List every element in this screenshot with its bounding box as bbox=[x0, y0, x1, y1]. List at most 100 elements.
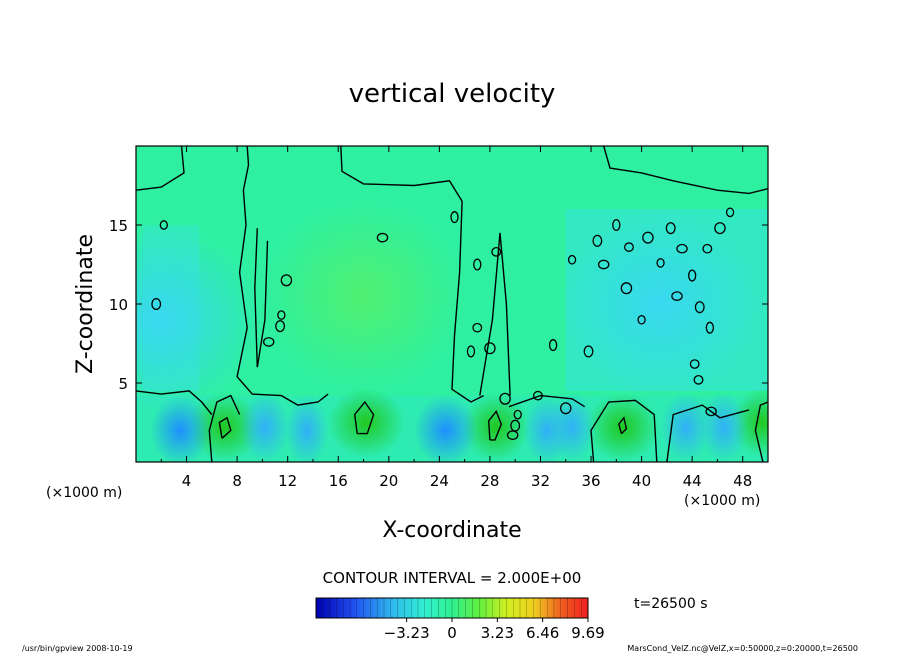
downdraft-core-13 bbox=[700, 392, 748, 462]
contour-cell-15 bbox=[705, 321, 715, 334]
contour-top-right bbox=[603, 146, 768, 195]
contour-cell-14 bbox=[671, 291, 683, 301]
contour-updraft-4-inner bbox=[618, 416, 628, 435]
colorbar-tick-label-0: −3.23 bbox=[384, 624, 430, 642]
y-axis-label: Z-coordinate bbox=[73, 234, 98, 374]
downdraft-core-7 bbox=[239, 392, 290, 462]
contour-cell-5 bbox=[642, 231, 654, 244]
contour-updraft-1-inner bbox=[218, 416, 232, 439]
x-unit-left: (×1000 m) bbox=[46, 485, 122, 501]
contour-cell-9 bbox=[688, 269, 697, 282]
contour-updraft-4-outer bbox=[590, 399, 658, 462]
contour-cell-38 bbox=[376, 232, 389, 243]
x-tick-label-7: 32 bbox=[531, 472, 550, 490]
x-tick-label-11: 48 bbox=[733, 472, 752, 490]
contour-cell-28 bbox=[491, 247, 502, 257]
contour-cell-25 bbox=[275, 320, 286, 333]
x-tick-label-2: 12 bbox=[278, 472, 297, 490]
downdraft-core-9 bbox=[414, 395, 478, 462]
footer-right: MarsCond_VelZ.nc@VelZ,x=0:50000,z=0:2000… bbox=[627, 644, 858, 653]
heatmap-field bbox=[136, 201, 768, 462]
updraft-core-2 bbox=[462, 392, 530, 462]
contour-cell-7 bbox=[665, 222, 676, 235]
contour-updraft-3-inner bbox=[487, 410, 503, 441]
chart-title: vertical velocity bbox=[349, 79, 556, 109]
downdraft-core-15 bbox=[136, 225, 263, 415]
contour-updraft-3-column bbox=[479, 232, 511, 396]
colorbar-tick-label-4: 9.69 bbox=[571, 624, 604, 642]
x-tick-label-3: 16 bbox=[329, 472, 348, 490]
x-axis: 4 8 12 16 20 24 28 32 36 40 44 48 bbox=[160, 146, 752, 490]
contour-updraft-5 bbox=[754, 401, 768, 462]
contour-cell-35 bbox=[484, 342, 496, 355]
x-tick-label-10: 44 bbox=[683, 472, 702, 490]
y-tick-label-2: 15 bbox=[109, 217, 128, 235]
colorbar-segments bbox=[322, 598, 582, 618]
contour-cell-11 bbox=[714, 222, 726, 235]
contour-cell-40 bbox=[533, 390, 543, 401]
x-tick-label-4: 20 bbox=[379, 472, 398, 490]
contour-cell-24 bbox=[277, 310, 286, 320]
updraft-core-5 bbox=[262, 201, 465, 391]
contour-cell-30 bbox=[513, 409, 522, 420]
updraft-core-3 bbox=[585, 392, 660, 462]
contour-interval-label: CONTOUR INTERVAL = 2.000E+00 bbox=[323, 569, 582, 587]
x-tick-label-0: 4 bbox=[182, 472, 192, 490]
contour-cell-8 bbox=[676, 243, 688, 254]
contour-cell-20 bbox=[705, 406, 717, 417]
y-tick-label-1: 10 bbox=[109, 296, 128, 314]
contour-cell-22 bbox=[693, 374, 704, 385]
contour-updraft-1-outer bbox=[208, 394, 241, 462]
contour-left-envelope bbox=[236, 146, 329, 406]
x-tick-label-1: 8 bbox=[232, 472, 242, 490]
x-tick-label-5: 24 bbox=[430, 472, 449, 490]
contour-cell-6 bbox=[656, 258, 665, 268]
contour-cell-4 bbox=[624, 242, 634, 252]
colorbar-tick-label-3: 6.46 bbox=[526, 624, 559, 642]
contour-cell-19 bbox=[583, 345, 594, 358]
downdraft-core-12 bbox=[660, 392, 711, 462]
contour-cell-2 bbox=[597, 259, 610, 270]
x-tick-label-6: 28 bbox=[480, 472, 499, 490]
x-tick-label-9: 40 bbox=[632, 472, 651, 490]
contour-cell-3 bbox=[612, 218, 621, 232]
contour-cell-13 bbox=[694, 301, 705, 314]
downdraft-core-11 bbox=[548, 392, 596, 462]
contour-central-envelope bbox=[340, 146, 484, 403]
downdraft-core-8 bbox=[285, 395, 329, 462]
contour-cell-29 bbox=[499, 392, 511, 405]
colorbar-ticks: −3.23 0 3.23 6.46 9.69 bbox=[384, 618, 605, 642]
contour-cell-10 bbox=[702, 243, 713, 254]
contour-lower-right bbox=[666, 404, 750, 462]
contour-cell-41 bbox=[560, 402, 572, 415]
contour-cell-34 bbox=[472, 322, 483, 333]
contour-cell-26 bbox=[262, 337, 275, 347]
contour-updraft-2-inner bbox=[353, 400, 375, 435]
plot-area bbox=[136, 146, 768, 462]
contour-cell-23 bbox=[280, 274, 293, 287]
contour-cell-16 bbox=[689, 359, 700, 369]
updraft-core-1 bbox=[327, 387, 405, 458]
contour-cell-36 bbox=[159, 220, 168, 230]
contour-lower-left bbox=[136, 390, 213, 416]
contour-cell-18 bbox=[637, 314, 646, 325]
contour-cell-12 bbox=[725, 207, 735, 218]
contour-lines bbox=[136, 146, 768, 462]
contour-cell-17 bbox=[620, 282, 633, 295]
time-label: t=26500 s bbox=[634, 596, 708, 612]
contour-cell-32 bbox=[506, 430, 519, 440]
y-axis: 5 10 15 bbox=[109, 217, 768, 393]
colorbar-tick-label-1: 0 bbox=[447, 624, 457, 642]
y-tick-label-0: 5 bbox=[118, 375, 128, 393]
contour-top-left bbox=[136, 146, 185, 191]
contour-cell-27 bbox=[473, 258, 482, 271]
contour-cell-21 bbox=[548, 339, 558, 352]
contour-cell-33 bbox=[466, 345, 476, 358]
contour-cell-1 bbox=[592, 234, 603, 247]
colorbar-tick-label-2: 3.23 bbox=[481, 624, 514, 642]
contour-left-column bbox=[254, 228, 269, 368]
x-tick-label-8: 36 bbox=[581, 472, 600, 490]
x-axis-label: X-coordinate bbox=[382, 518, 521, 543]
downdraft-core-14 bbox=[559, 209, 762, 399]
